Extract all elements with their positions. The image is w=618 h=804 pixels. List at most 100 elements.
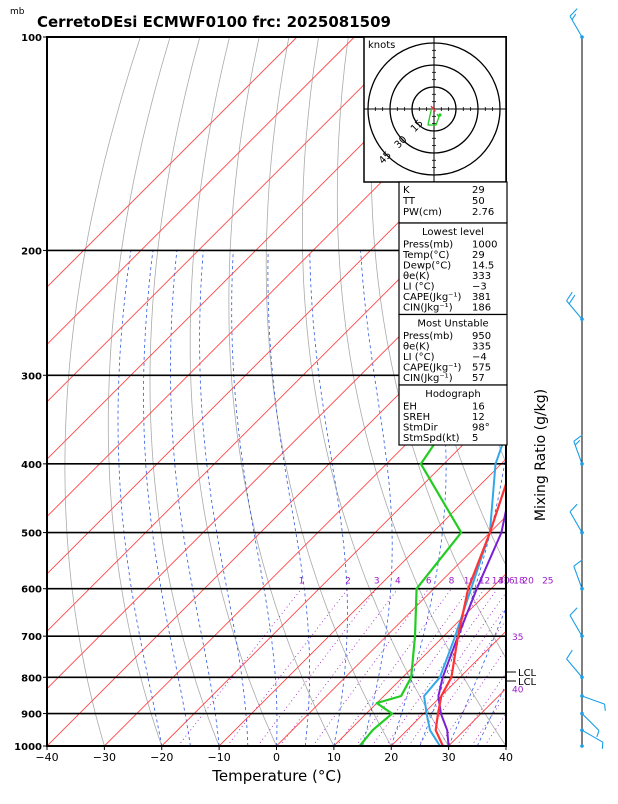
- table-row-label: StmSpd(kt): [403, 433, 460, 444]
- table-row-label: Press(mb): [403, 240, 453, 251]
- mixing-ratio-label: 2: [345, 577, 351, 587]
- stability-index-table: K 29 TT 50 PW(cm) 2.76 Lowest level Press(mb) 10…: [399, 182, 507, 445]
- table-row-label: Press(mb): [403, 331, 453, 342]
- table-row-label: K: [403, 185, 410, 196]
- mixing-ratio-axis-label: Mixing Ratio (g/kg): [533, 389, 549, 521]
- dry-adiabat: [586, 37, 618, 746]
- dry-adiabat: [150, 37, 219, 746]
- table-row-value: 29: [472, 250, 485, 261]
- pressure-tick-label: 500: [21, 529, 42, 540]
- wind-barb: [570, 615, 582, 636]
- temperature-tick-label: 30: [442, 751, 456, 764]
- table-row-label: θe(K): [403, 342, 430, 353]
- table-row-value: 186: [472, 303, 491, 314]
- table-row-value: 5: [472, 433, 478, 444]
- table-row-label: Temp(°C): [402, 250, 450, 261]
- wind-barb-flag: [570, 9, 577, 17]
- mixing-ratio-label: 8: [449, 577, 455, 587]
- plot-grid: [0, 37, 618, 746]
- isotherm: [0, 37, 618, 746]
- table-row-value: 1000: [472, 240, 497, 251]
- pressure-unit-label: mb: [10, 7, 25, 17]
- table-row-label: CIN(Jkg⁻¹): [403, 303, 453, 314]
- table-row-label: PW(cm): [403, 207, 442, 218]
- wind-barb: [574, 566, 582, 589]
- chart-title: CerretoDEsi ECMWF0100 frc: 2025081509: [37, 13, 391, 31]
- storm-motion-dot: [438, 113, 441, 116]
- table-row-label: CAPE(Jkg⁻¹): [403, 292, 461, 303]
- temperature-axis: −40 −30 −20 −10 0 10 20 30 40: [35, 746, 513, 764]
- wind-barb-flag: [567, 650, 573, 659]
- mixing-ratio-line: [386, 589, 498, 746]
- table-row-label: EH: [403, 402, 417, 413]
- mixing-ratio-line: [418, 589, 528, 746]
- moist-adiabat: [144, 250, 191, 746]
- temperature-tick-label: 0: [273, 751, 280, 764]
- table-row-label: CIN(Jkg⁻¹): [403, 373, 453, 384]
- isotherm: [0, 37, 354, 746]
- mixing-ratio-label: 30: [498, 577, 510, 587]
- temperature-tick-label: −20: [150, 751, 173, 764]
- table-row-label: CAPE(Jkg⁻¹): [403, 363, 461, 374]
- wind-barb: [582, 696, 605, 704]
- temperature-tick-label: 40: [499, 751, 513, 764]
- table-row-label: StmDir: [403, 423, 438, 434]
- hodograph-unit-label: knots: [368, 40, 395, 51]
- wind-barb-flag: [605, 704, 606, 711]
- table-row-label: LI (°C): [403, 352, 435, 363]
- wind-barb-flag: [572, 14, 576, 20]
- dry-adiabat: [108, 37, 170, 746]
- table-row-value: 2.76: [472, 207, 494, 218]
- temperature-tick-label: 20: [384, 751, 398, 764]
- temperature-tick-label: 10: [327, 751, 341, 764]
- pressure-tick-label: 300: [21, 371, 42, 382]
- mixing-ratio-label: 4: [395, 577, 401, 587]
- pressure-tick-label: 900: [21, 710, 42, 721]
- mixing-ratio-label: 1: [299, 577, 305, 587]
- table-row-label: SREH: [403, 412, 430, 423]
- mixing-ratio-label: 6: [426, 577, 432, 587]
- dry-adiabat: [65, 37, 140, 746]
- table-row-value: 335: [472, 342, 491, 353]
- table-section-header: Lowest level: [422, 227, 484, 238]
- table-row-value: 12: [472, 412, 485, 423]
- isotherm: [0, 37, 297, 746]
- mixing-ratio-label: 35: [512, 633, 523, 643]
- wind-barb-flag: [597, 731, 599, 737]
- isotherm: [0, 37, 618, 746]
- table-row-value: 50: [472, 196, 485, 207]
- table-row-value: −3: [472, 282, 487, 293]
- moist-adiabat: [268, 250, 310, 746]
- moist-adiabat: [171, 250, 220, 746]
- wind-barb: [567, 659, 582, 677]
- lcl-label: LCL: [518, 677, 537, 688]
- wind-barb: [570, 512, 582, 533]
- mixing-ratio-label: 3: [374, 577, 380, 587]
- table-row-label: Dewp(°C): [403, 261, 451, 272]
- mixing-ratio-label: 20: [522, 577, 534, 587]
- table-row-label: TT: [402, 196, 416, 207]
- wind-barb-flag: [574, 435, 582, 441]
- table-row-value: 333: [472, 271, 491, 282]
- barb-station-dot: [580, 744, 584, 748]
- temperature-tick-label: −10: [208, 751, 231, 764]
- table-row-value: 57: [472, 373, 485, 384]
- pressure-tick-label: 700: [21, 632, 42, 643]
- x-axis-label: Temperature (°C): [211, 767, 341, 785]
- dry-adiabat: [229, 37, 334, 746]
- wind-barb: [582, 730, 603, 742]
- pressure-tick-label: 100: [21, 33, 42, 44]
- temperature-tick-label: −40: [35, 751, 58, 764]
- moist-adiabat: [200, 250, 248, 746]
- table-row-value: 14.5: [472, 261, 494, 272]
- wind-barb-flag: [574, 560, 582, 566]
- lcl-markers: LCL LCL: [506, 668, 537, 688]
- table-row-value: 98°: [472, 423, 490, 434]
- temperature-tick-label: −30: [93, 751, 116, 764]
- dry-adiabat: [556, 37, 618, 746]
- table-row-label: θe(K): [403, 271, 430, 282]
- table-row-value: 950: [472, 331, 491, 342]
- wind-barb-flag: [570, 504, 577, 512]
